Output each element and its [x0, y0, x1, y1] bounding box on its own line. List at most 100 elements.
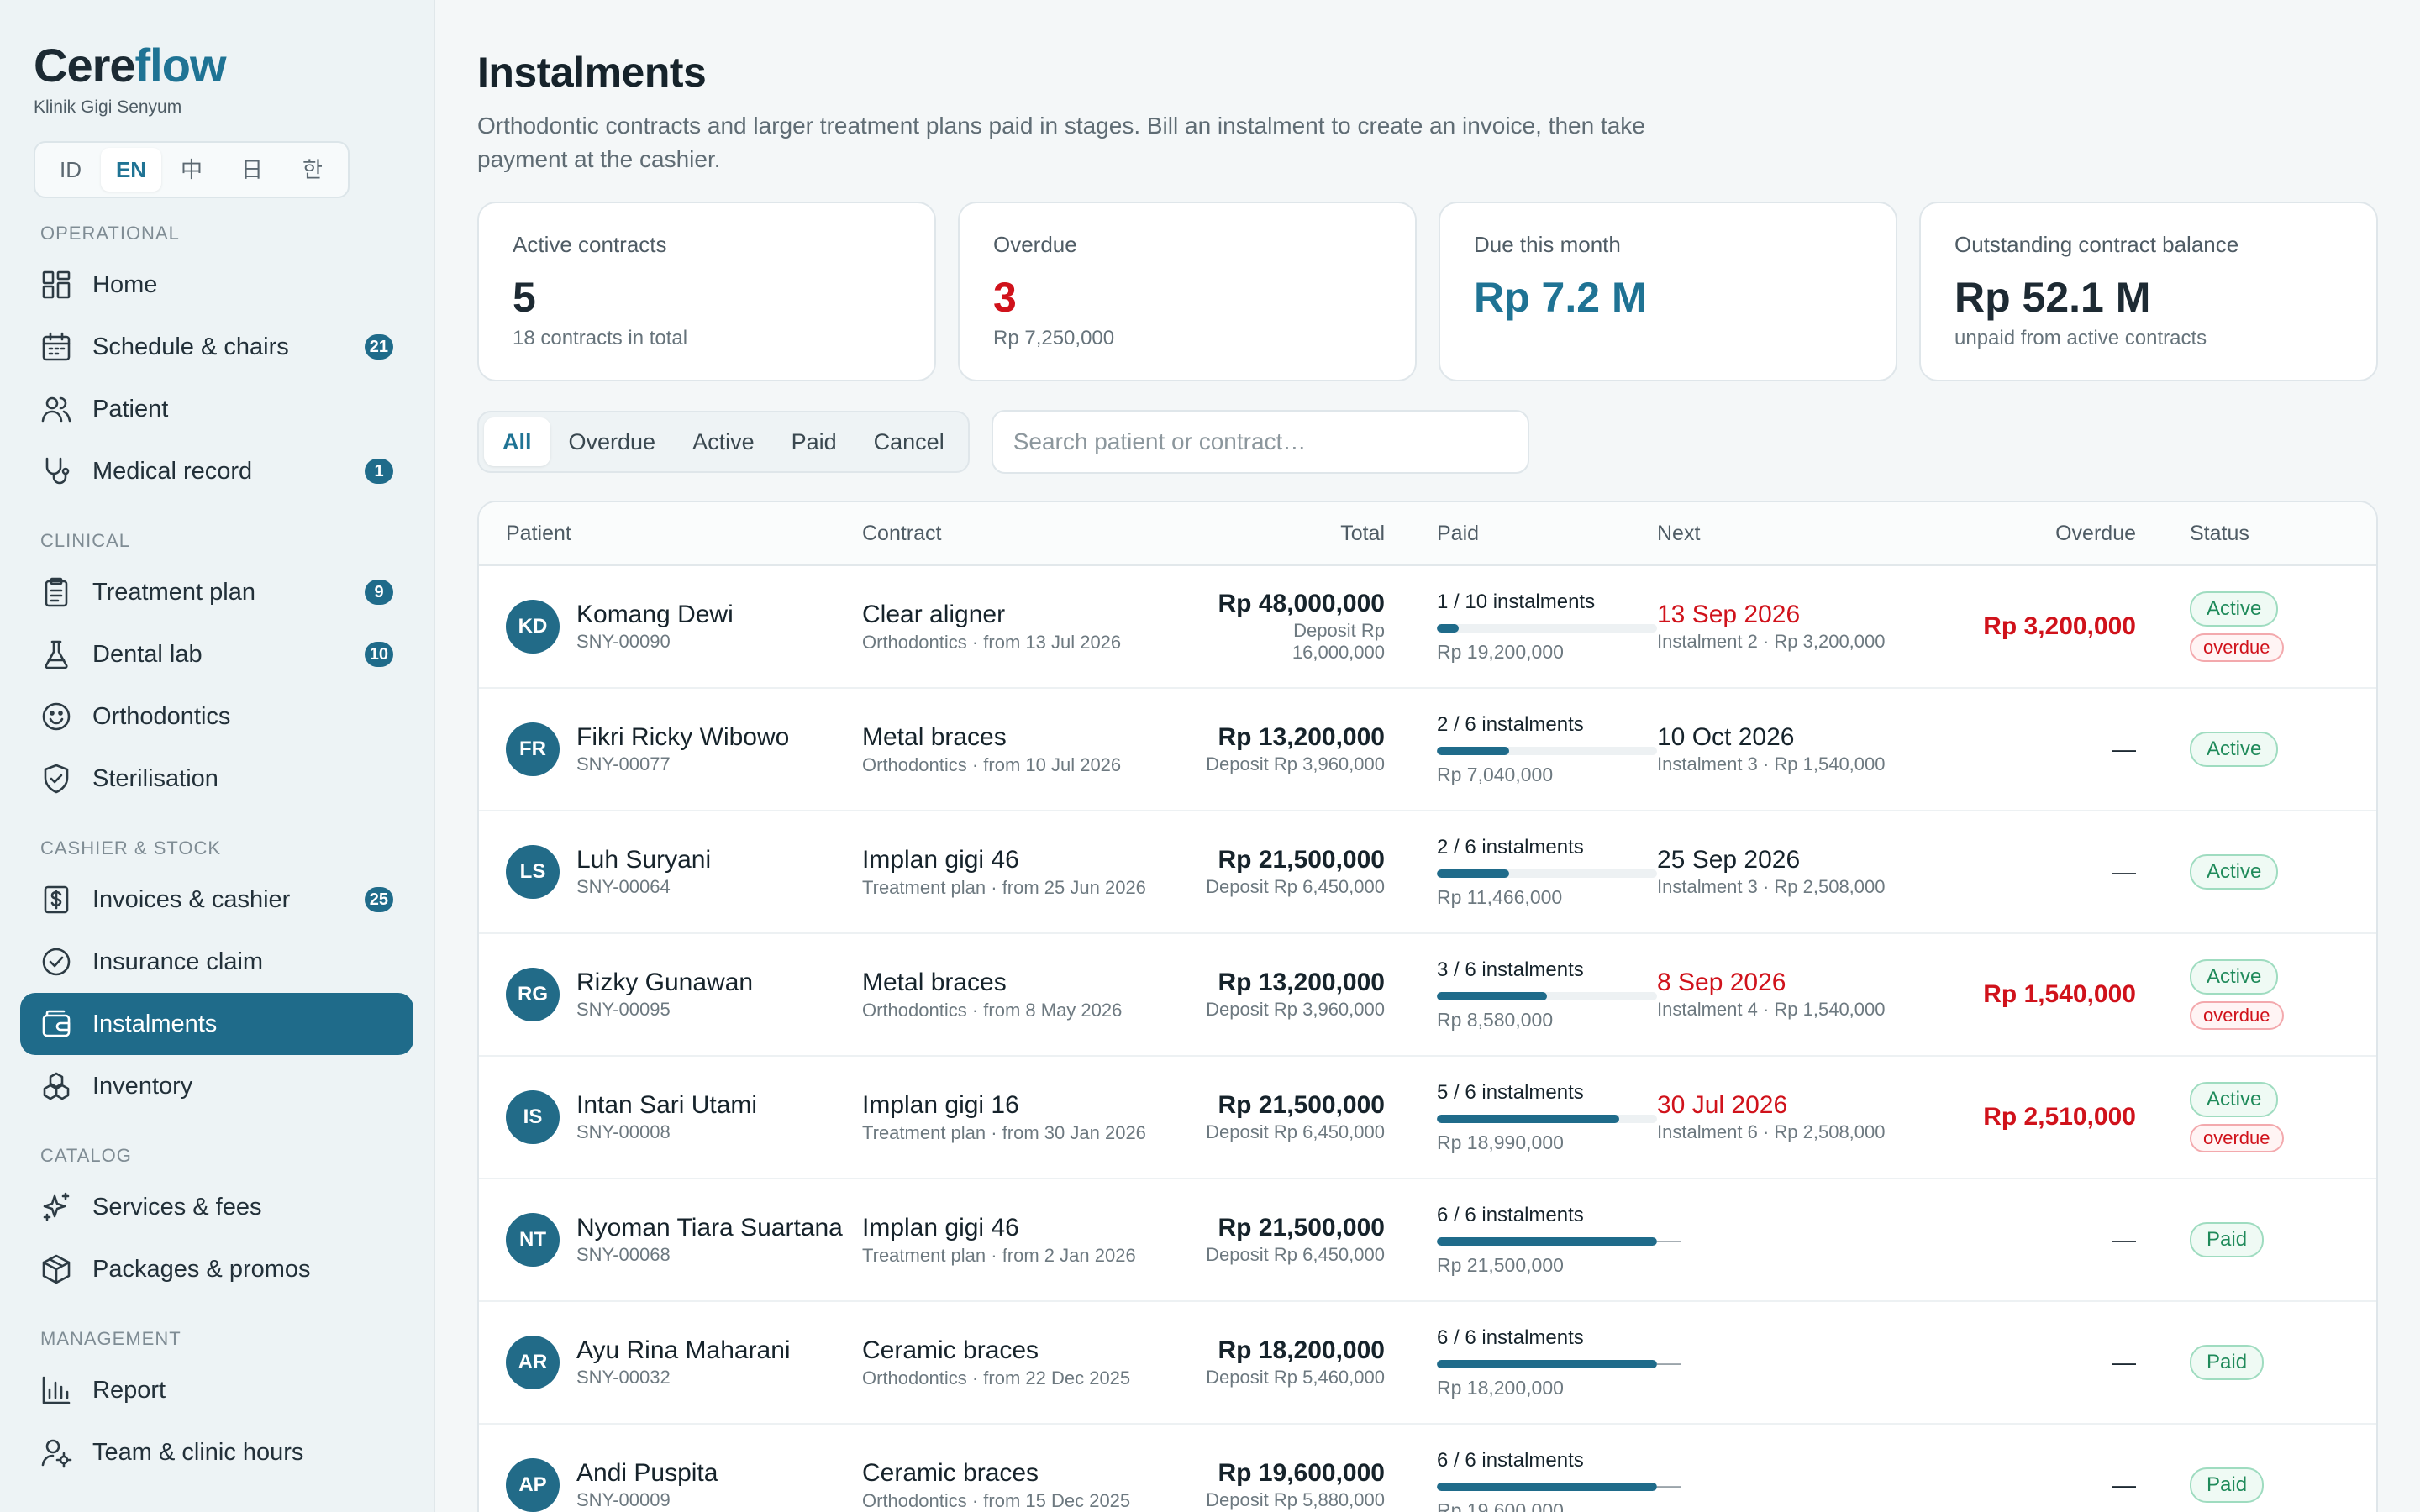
payment-progress-fill: [1437, 869, 1510, 878]
next-due-date: 13 Sep 2026: [1657, 601, 1801, 628]
language-option-日[interactable]: 日: [240, 157, 263, 182]
sidebar-item-schedule-chairs[interactable]: Schedule & chairs 21: [20, 316, 413, 378]
sidebar-section-title: MANAGEMENT: [40, 1328, 182, 1349]
table-row[interactable]: AR Ayu Rina Maharani SNY-00032 Ceramic brac…: [479, 1302, 2376, 1425]
table-row[interactable]: NT Nyoman Tiara Suartana SNY-00068 Implan g…: [479, 1179, 2376, 1302]
paid-amount: Rp 19,200,000: [1437, 640, 1564, 663]
patient-name[interactable]: Rizky Gunawan: [576, 969, 754, 996]
grid-icon: [40, 269, 72, 301]
sidebar-item-instalments[interactable]: Instalments: [20, 993, 413, 1055]
language-option-id[interactable]: ID: [60, 157, 82, 182]
column-header-status[interactable]: Status: [2190, 521, 2249, 545]
overdue-cell: Rp 3,200,000: [1951, 612, 2136, 641]
patient-name[interactable]: Andi Puspita: [576, 1459, 718, 1487]
patient-id: SNY-00008: [576, 1121, 671, 1142]
sidebar-nav: OPERATIONAL Home Schedule & chairs 21 Patien…: [20, 222, 413, 1483]
sidebar-item-medical-record[interactable]: Medical record 1: [20, 440, 413, 502]
contract-name: Metal braces: [862, 968, 1007, 996]
table-row[interactable]: FR Fikri Ricky Wibowo SNY-00077 Metal brace…: [479, 689, 2376, 811]
sidebar-item-invoices-cashier[interactable]: Invoices & cashier 25: [20, 869, 413, 931]
contract-cell: Metal braces Orthodontics · from 10 Jul 2…: [862, 723, 1198, 776]
patient-name[interactable]: Luh Suryani: [576, 846, 712, 874]
column-header-overdue[interactable]: Overdue: [2055, 521, 2136, 545]
paid-amount: Rp 7,040,000: [1437, 763, 1554, 785]
column-header-contract[interactable]: Contract: [862, 521, 942, 545]
column-header-total[interactable]: Total: [1340, 521, 1385, 545]
sidebar-item-home[interactable]: Home: [20, 254, 413, 316]
boxes-icon: [40, 1070, 72, 1102]
paid-cell: 6 / 6 instalments Rp 19,600,000: [1385, 1449, 1657, 1512]
column-header-next[interactable]: Next: [1657, 521, 1701, 545]
avatar: LS: [506, 845, 560, 899]
search-input[interactable]: [991, 410, 1529, 474]
sidebar-item-report[interactable]: Report: [20, 1359, 413, 1421]
next-cell: 8 Sep 2026 Instalment 4 · Rp 1,540,000: [1657, 969, 1951, 1021]
table-row[interactable]: KD Komang Dewi SNY-00090 Clear aligner Ortho…: [479, 566, 2376, 689]
language-option-한[interactable]: 한: [302, 157, 323, 182]
sidebar-item-orthodontics[interactable]: Orthodontics: [20, 685, 413, 748]
patient-name[interactable]: Komang Dewi: [576, 601, 734, 628]
sidebar-item-packages-promos[interactable]: Packages & promos: [20, 1238, 413, 1300]
total-cell: Rp 13,200,000 Deposit Rp 3,960,000: [1198, 969, 1385, 1021]
instalment-count: 2 / 6 instalments: [1437, 835, 1584, 858]
sidebar-item-inventory[interactable]: Inventory: [20, 1055, 413, 1117]
paid-cell: 5 / 6 instalments Rp 18,990,000: [1385, 1081, 1657, 1154]
filter-tab-paid[interactable]: Paid: [791, 429, 837, 454]
payment-progress-fill: [1437, 623, 1460, 633]
filter-tab-overdue[interactable]: Overdue: [568, 429, 656, 454]
instalments-table: Patient Contract Total Paid Next Overdue…: [477, 501, 2378, 1512]
stat-card-active-contracts: Active contracts 5 18 contracts in total: [477, 202, 936, 381]
check-circle-icon: [40, 946, 72, 978]
filter-tab-active[interactable]: Active: [692, 429, 755, 454]
total-amount: Rp 21,500,000: [1218, 1214, 1385, 1242]
wallet-icon: [40, 1008, 72, 1040]
total-amount: Rp 13,200,000: [1218, 723, 1385, 751]
overdue-cell: Rp 2,510,000: [1951, 1103, 2136, 1131]
avatar: FR: [506, 722, 560, 776]
total-cell: Rp 21,500,000 Deposit Rp 6,450,000: [1198, 1214, 1385, 1266]
table-row[interactable]: AP Andi Puspita SNY-00009 Ceramic braces Ort…: [479, 1425, 2376, 1512]
table-row[interactable]: IS Intan Sari Utami SNY-00008 Implan gigi 1…: [479, 1057, 2376, 1179]
instalment-count: 5 / 6 instalments: [1437, 1080, 1584, 1104]
contract-name: Implan gigi 16: [862, 1090, 1019, 1119]
sidebar-item-label: Insurance claim: [92, 948, 264, 975]
contract-cell: Ceramic braces Orthodontics · from 22 Dec…: [862, 1336, 1198, 1389]
sidebar-item-sterilisation[interactable]: Sterilisation: [20, 748, 413, 810]
sidebar-item-team-clinic-hours[interactable]: Team & clinic hours: [20, 1421, 413, 1483]
sidebar-section-title: OPERATIONAL: [40, 223, 180, 244]
table-row[interactable]: RG Rizky Gunawan SNY-00095 Metal braces Orth…: [479, 934, 2376, 1057]
sidebar-item-services-fees[interactable]: Services & fees: [20, 1176, 413, 1238]
contract-cell: Implan gigi 46 Treatment plan · from 2 Ja…: [862, 1214, 1198, 1267]
next-due-date: —: [1657, 1226, 1681, 1252]
sidebar-item-dental-lab[interactable]: Dental lab 10: [20, 623, 413, 685]
column-header-patient[interactable]: Patient: [506, 521, 571, 545]
status-cell: Active overdue: [2136, 591, 2376, 662]
payment-progress-bar: [1437, 1236, 1657, 1246]
paid-cell: 6 / 6 instalments Rp 18,200,000: [1385, 1326, 1657, 1399]
sidebar-item-label: Treatment plan: [92, 578, 255, 606]
language-option-en[interactable]: EN: [101, 148, 161, 192]
table-row[interactable]: LS Luh Suryani SNY-00064 Implan gigi 46 Trea…: [479, 811, 2376, 934]
total-cell: Rp 13,200,000 Deposit Rp 3,960,000: [1198, 723, 1385, 775]
stat-value: Rp 7.2 M: [1474, 274, 1647, 321]
overdue-amount: Rp 2,510,000: [1983, 1103, 2136, 1131]
sidebar-item-insurance-claim[interactable]: Insurance claim: [20, 931, 413, 993]
logo[interactable]: Cereflow: [34, 39, 227, 92]
patient-name[interactable]: Nyoman Tiara Suartana: [576, 1214, 843, 1242]
patient-name[interactable]: Intan Sari Utami: [576, 1091, 758, 1119]
stethoscope-icon: [40, 455, 72, 487]
count-badge: 1: [365, 459, 393, 484]
language-option-中[interactable]: 中: [180, 157, 203, 182]
patient-name[interactable]: Ayu Rina Maharani: [576, 1336, 791, 1364]
deposit-amount: Deposit Rp 6,450,000: [1206, 1121, 1385, 1142]
patient-name[interactable]: Fikri Ricky Wibowo: [576, 723, 790, 751]
status-badge: Active: [2190, 1082, 2279, 1117]
column-header-paid[interactable]: Paid: [1437, 521, 1480, 545]
sidebar-item-treatment-plan[interactable]: Treatment plan 9: [20, 561, 413, 623]
stat-card-outstanding-contract-balance: Outstanding contract balance Rp 52.1 M unp…: [1919, 202, 2378, 381]
filter-tab-cancel[interactable]: Cancel: [873, 429, 944, 454]
status-cell: Active: [2136, 854, 2376, 890]
filter-tab-all[interactable]: All: [484, 417, 550, 466]
paid-cell: 1 / 10 instalments Rp 19,200,000: [1385, 591, 1657, 664]
sidebar-item-patient[interactable]: Patient: [20, 378, 413, 440]
